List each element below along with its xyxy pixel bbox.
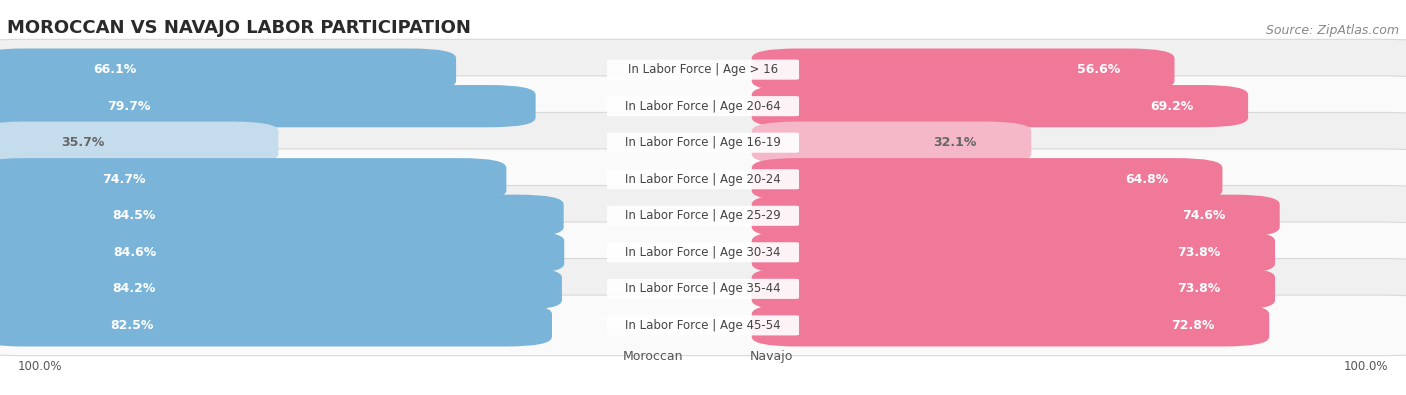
Text: 84.6%: 84.6%	[112, 246, 156, 259]
FancyBboxPatch shape	[752, 49, 1174, 91]
Text: In Labor Force | Age 16-19: In Labor Force | Age 16-19	[626, 136, 780, 149]
FancyBboxPatch shape	[607, 242, 799, 262]
Text: In Labor Force | Age 20-24: In Labor Force | Age 20-24	[626, 173, 780, 186]
FancyBboxPatch shape	[0, 158, 506, 200]
FancyBboxPatch shape	[752, 304, 1270, 346]
Text: In Labor Force | Age 25-29: In Labor Force | Age 25-29	[626, 209, 780, 222]
Text: 35.7%: 35.7%	[62, 136, 104, 149]
FancyBboxPatch shape	[752, 231, 1275, 273]
FancyBboxPatch shape	[600, 354, 619, 360]
Text: Moroccan: Moroccan	[623, 350, 683, 363]
FancyBboxPatch shape	[752, 85, 1249, 127]
Text: 32.1%: 32.1%	[934, 136, 977, 149]
FancyBboxPatch shape	[0, 149, 1406, 209]
Text: Navajo: Navajo	[749, 350, 793, 363]
Text: 66.1%: 66.1%	[93, 63, 136, 76]
Text: 84.5%: 84.5%	[112, 209, 156, 222]
FancyBboxPatch shape	[607, 206, 799, 226]
FancyBboxPatch shape	[607, 60, 799, 80]
FancyBboxPatch shape	[0, 122, 278, 164]
Text: 79.7%: 79.7%	[108, 100, 150, 113]
FancyBboxPatch shape	[752, 195, 1279, 237]
Text: 84.2%: 84.2%	[112, 282, 156, 295]
Text: In Labor Force | Age > 16: In Labor Force | Age > 16	[628, 63, 778, 76]
Text: 69.2%: 69.2%	[1150, 100, 1194, 113]
Text: 100.0%: 100.0%	[1343, 360, 1388, 373]
Text: 73.8%: 73.8%	[1177, 246, 1220, 259]
Text: 64.8%: 64.8%	[1125, 173, 1168, 186]
FancyBboxPatch shape	[0, 195, 564, 237]
FancyBboxPatch shape	[0, 113, 1406, 173]
FancyBboxPatch shape	[752, 268, 1275, 310]
FancyBboxPatch shape	[0, 186, 1406, 246]
Text: 72.8%: 72.8%	[1171, 319, 1215, 332]
FancyBboxPatch shape	[0, 268, 562, 310]
FancyBboxPatch shape	[0, 85, 536, 127]
FancyBboxPatch shape	[752, 122, 1031, 164]
FancyBboxPatch shape	[607, 169, 799, 189]
FancyBboxPatch shape	[0, 76, 1406, 136]
Text: 73.8%: 73.8%	[1177, 282, 1220, 295]
FancyBboxPatch shape	[0, 295, 1406, 356]
Text: In Labor Force | Age 20-64: In Labor Force | Age 20-64	[626, 100, 780, 113]
FancyBboxPatch shape	[0, 40, 1406, 100]
Text: MOROCCAN VS NAVAJO LABOR PARTICIPATION: MOROCCAN VS NAVAJO LABOR PARTICIPATION	[7, 19, 471, 37]
FancyBboxPatch shape	[752, 158, 1222, 200]
Text: 100.0%: 100.0%	[18, 360, 63, 373]
FancyBboxPatch shape	[0, 222, 1406, 282]
Text: In Labor Force | Age 45-54: In Labor Force | Age 45-54	[626, 319, 780, 332]
Text: In Labor Force | Age 35-44: In Labor Force | Age 35-44	[626, 282, 780, 295]
Text: 74.6%: 74.6%	[1182, 209, 1226, 222]
FancyBboxPatch shape	[607, 133, 799, 153]
Text: 74.7%: 74.7%	[103, 173, 146, 186]
FancyBboxPatch shape	[0, 49, 456, 91]
Text: 56.6%: 56.6%	[1077, 63, 1121, 76]
FancyBboxPatch shape	[607, 96, 799, 116]
Text: 82.5%: 82.5%	[111, 319, 153, 332]
FancyBboxPatch shape	[0, 259, 1406, 319]
FancyBboxPatch shape	[0, 231, 564, 273]
FancyBboxPatch shape	[0, 304, 553, 346]
FancyBboxPatch shape	[727, 354, 745, 360]
Text: Source: ZipAtlas.com: Source: ZipAtlas.com	[1265, 24, 1399, 37]
FancyBboxPatch shape	[607, 279, 799, 299]
Text: In Labor Force | Age 30-34: In Labor Force | Age 30-34	[626, 246, 780, 259]
FancyBboxPatch shape	[607, 315, 799, 335]
